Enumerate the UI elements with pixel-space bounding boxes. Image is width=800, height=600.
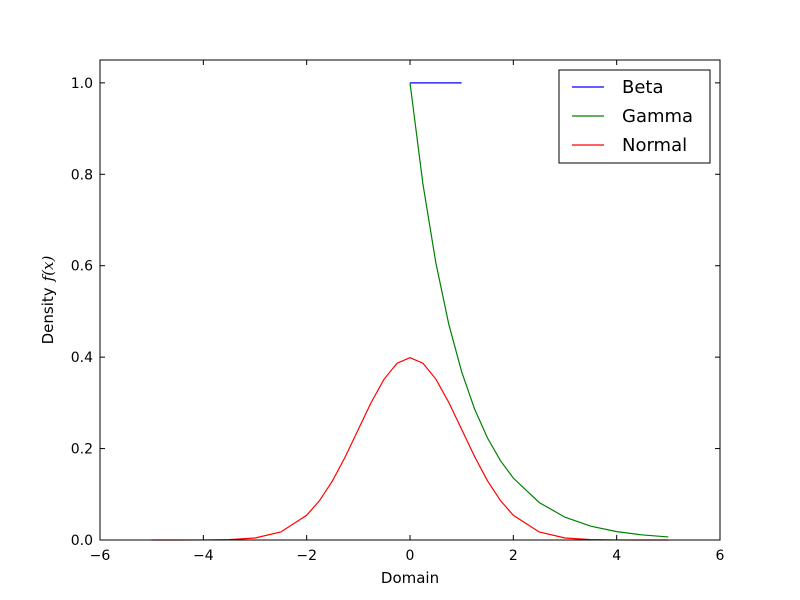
y-tick-label: 0.6 xyxy=(71,259,93,275)
x-axis-ticks: −6 −4 −2 0 2 4 6 xyxy=(90,60,725,564)
y-axis-label: Density f(x) xyxy=(39,255,57,344)
legend-label-gamma: Gamma xyxy=(622,106,693,127)
y-tick-label: 0.2 xyxy=(71,442,93,458)
y-axis-label-math: f(x) xyxy=(39,255,57,282)
legend: Beta Gamma Normal xyxy=(558,69,711,164)
y-tick-label: 0.0 xyxy=(71,533,93,549)
y-axis-ticks: 0.0 0.2 0.4 0.6 0.8 1.0 xyxy=(71,76,720,549)
x-tick-label: 4 xyxy=(612,548,621,564)
series-line-gamma xyxy=(409,82,669,538)
y-tick-label: 0.8 xyxy=(71,167,93,183)
x-tick-label: −2 xyxy=(296,548,317,564)
x-tick-label: 2 xyxy=(509,548,518,564)
series-line-normal xyxy=(151,356,669,541)
x-tick-label: 0 xyxy=(406,548,415,564)
x-tick-label: −6 xyxy=(90,548,111,564)
x-tick-label: 6 xyxy=(716,548,725,564)
legend-label-beta: Beta xyxy=(622,77,664,98)
legend-label-normal: Normal xyxy=(622,135,687,156)
plot-series xyxy=(151,82,669,541)
x-tick-label: −4 xyxy=(193,548,214,564)
x-axis-label: Domain xyxy=(381,569,439,587)
y-tick-label: 1.0 xyxy=(71,76,93,92)
y-axis-label-text: Density xyxy=(39,287,57,344)
y-tick-label: 0.4 xyxy=(71,350,93,366)
